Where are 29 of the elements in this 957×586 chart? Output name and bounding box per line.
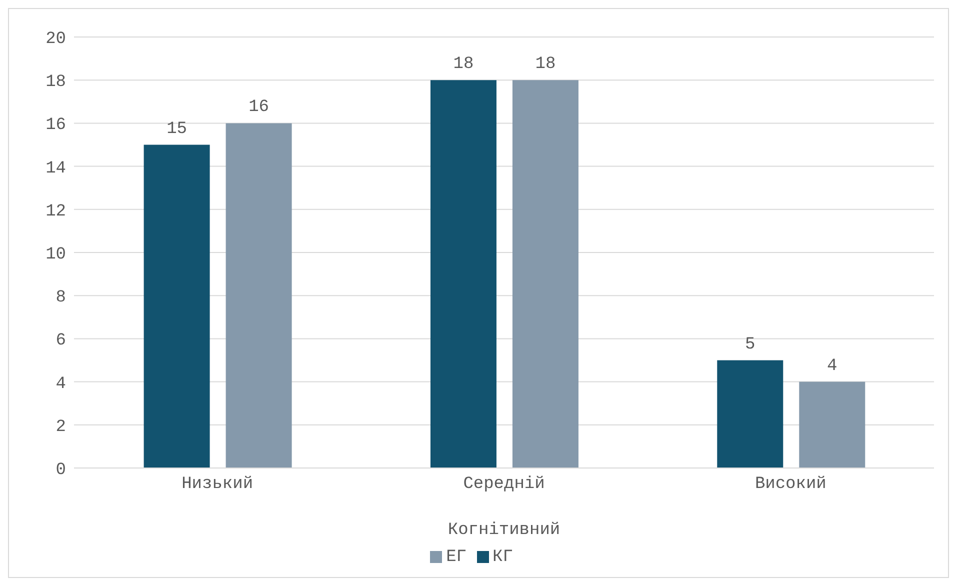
y-tick-label: 18 xyxy=(46,73,66,92)
data-label: 15 xyxy=(166,120,188,139)
y-tick-label: 8 xyxy=(56,288,66,308)
bar xyxy=(799,382,866,468)
data-label: 16 xyxy=(248,98,270,118)
data-label: 18 xyxy=(453,55,474,74)
y-tick-label: 0 xyxy=(56,461,66,480)
data-label: 4 xyxy=(827,356,838,376)
x-tick-label: Низький xyxy=(182,475,254,494)
x-axis-title: Когнітивний xyxy=(448,521,560,540)
y-tick-label: 4 xyxy=(56,374,66,394)
bar xyxy=(430,80,496,468)
data-label: 5 xyxy=(745,335,756,354)
bar xyxy=(144,144,210,468)
legend-label: ЕГ xyxy=(446,548,466,567)
y-tick-label: 10 xyxy=(46,246,66,265)
x-tick-label: Високий xyxy=(754,475,826,494)
y-tick-label: 16 xyxy=(46,116,66,136)
bar xyxy=(717,360,784,468)
y-tick-label: 6 xyxy=(56,332,66,351)
data-label: 18 xyxy=(535,55,556,74)
y-tick-label: 12 xyxy=(46,202,66,222)
x-tick-label: Середній xyxy=(463,475,545,494)
y-tick-label: 14 xyxy=(46,159,66,178)
y-tick-label: 2 xyxy=(56,418,66,437)
legend-label: КГ xyxy=(492,548,513,567)
bar xyxy=(512,80,578,468)
y-tick-label: 20 xyxy=(46,30,66,50)
bar xyxy=(226,123,292,468)
